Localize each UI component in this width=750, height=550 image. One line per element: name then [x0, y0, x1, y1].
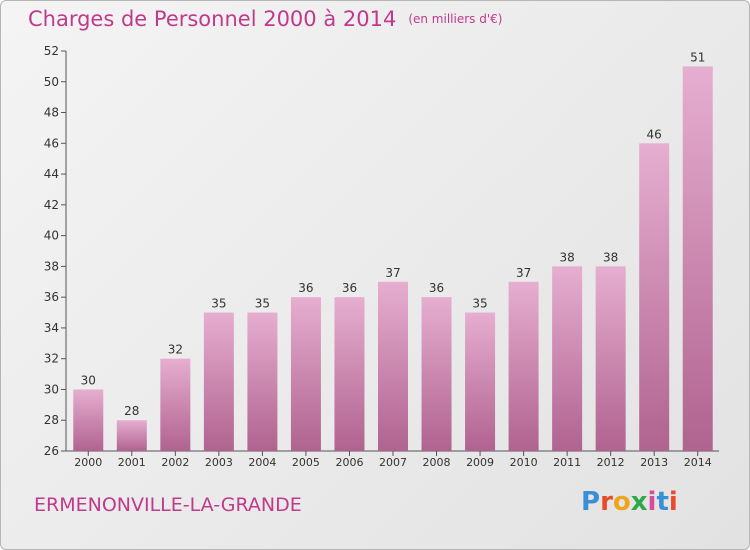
x-tick-label: 2007 [379, 456, 407, 469]
bar [116, 420, 147, 451]
bar [378, 281, 408, 451]
bar [203, 312, 234, 451]
x-tick-label: 2008 [423, 456, 451, 469]
x-tick-label: 2012 [597, 456, 625, 469]
data-label: 37 [385, 266, 400, 280]
x-tick-label: 2011 [553, 456, 581, 469]
y-tick-label: 26 [44, 444, 59, 458]
y-tick-label: 44 [44, 167, 59, 181]
y-tick-label: 36 [44, 290, 59, 304]
bar [247, 312, 278, 451]
bar [73, 389, 104, 451]
bar [595, 266, 626, 451]
y-tick-label: 30 [44, 382, 59, 396]
bar [682, 66, 713, 451]
data-label: 36 [342, 281, 357, 295]
x-tick-label: 2004 [248, 456, 276, 469]
data-label: 30 [81, 373, 96, 387]
proxiti-logo: Proxiti [581, 487, 678, 517]
bar [508, 281, 539, 451]
bar [639, 143, 670, 452]
chart-title: Charges de Personnel 2000 à 2014 (en mill… [28, 7, 502, 31]
x-tick-label: 2014 [684, 456, 712, 469]
data-label: 32 [168, 343, 183, 357]
data-label: 36 [298, 281, 313, 295]
x-tick-label: 2006 [335, 456, 363, 469]
y-tick-label: 42 [44, 198, 59, 212]
x-tick-label: 2000 [74, 456, 102, 469]
x-tick-label: 2010 [510, 456, 538, 469]
data-label: 46 [647, 127, 662, 141]
data-label: 35 [472, 297, 487, 311]
y-tick-label: 28 [44, 413, 59, 427]
x-tick-label: 2002 [161, 456, 189, 469]
y-tick-label: 50 [44, 75, 59, 89]
data-label: 35 [255, 297, 270, 311]
town-name: ERMENONVILLE-LA-GRANDE [34, 494, 302, 516]
x-tick-label: 2009 [466, 456, 494, 469]
y-tick-label: 48 [44, 106, 59, 120]
data-label: 38 [559, 250, 574, 264]
chart-subtitle: (en milliers d'€) [408, 12, 503, 26]
title-text: Charges de Personnel 2000 à 2014 [28, 7, 397, 31]
y-tick-label: 46 [44, 136, 59, 150]
data-label: 36 [429, 281, 444, 295]
data-label: 28 [124, 404, 139, 418]
data-label: 51 [690, 50, 705, 64]
y-tick-label: 40 [44, 229, 59, 243]
y-tick-label: 34 [44, 321, 59, 335]
data-label: 37 [516, 266, 531, 280]
bar [160, 358, 191, 451]
data-label: 38 [603, 250, 618, 264]
bar [421, 297, 452, 451]
bar [465, 312, 496, 451]
y-tick-label: 52 [44, 44, 59, 58]
data-label: 35 [211, 297, 226, 311]
x-tick-label: 2005 [292, 456, 320, 469]
x-tick-label: 2003 [205, 456, 233, 469]
x-tick-label: 2001 [118, 456, 146, 469]
bar [334, 297, 365, 451]
x-tick-label: 2013 [640, 456, 668, 469]
bar [552, 266, 583, 451]
y-tick-label: 32 [44, 352, 59, 366]
bar [290, 297, 321, 451]
y-tick-label: 38 [44, 259, 59, 273]
